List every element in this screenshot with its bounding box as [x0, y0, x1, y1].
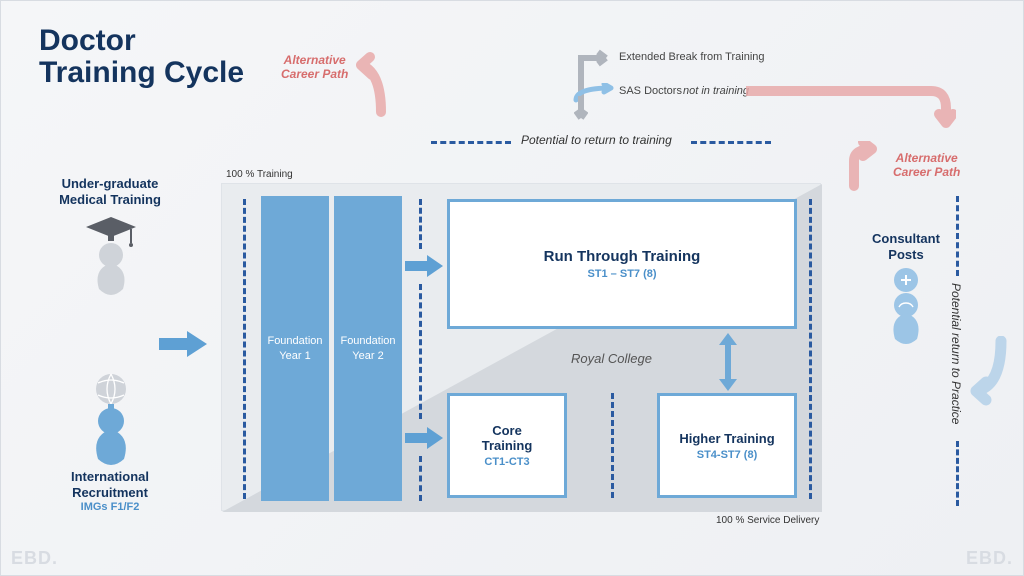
dashed-v-right-bottom: [956, 441, 959, 506]
higher-training-box: Higher Training ST4-ST7 (8): [657, 393, 797, 498]
higher-title: Higher Training: [679, 431, 774, 446]
intl-label-1: International: [45, 469, 175, 484]
run-through-title: Run Through Training: [544, 248, 701, 265]
arrow-entry-icon: [159, 331, 209, 357]
run-through-box: Run Through Training ST1 – ST7 (8): [447, 199, 797, 329]
return-practice-label: Potential return to Practice: [949, 283, 963, 424]
legend-extended-break: Extended Break from Training: [619, 51, 765, 63]
page-title-line2: Training Cycle: [39, 57, 244, 89]
foundation-year-1: Foundation Year 1: [261, 196, 329, 501]
royal-college-label: Royal College: [571, 351, 652, 366]
arrow-training-exit-top-icon: [371, 111, 391, 181]
dashed-v-2c: [419, 456, 422, 501]
consultant-person-icon: [881, 267, 931, 347]
consultant-label-2: Posts: [861, 247, 951, 262]
legend-sas: SAS Doctors: [619, 85, 682, 97]
alt-career-path-top: Alternative Career Path: [281, 53, 348, 82]
grad-cap-person-icon: [81, 211, 141, 296]
arrow-return-practice-icon: [966, 336, 1011, 406]
dashed-return-left: [431, 141, 511, 144]
globe-person-icon: [81, 371, 141, 466]
foundation-year-2: Foundation Year 2: [334, 196, 402, 501]
core-title: Core Training: [482, 423, 533, 453]
dashed-v-right-top: [956, 196, 959, 276]
legend-sas-note: not in training: [683, 85, 749, 97]
run-through-sub: ST1 – ST7 (8): [587, 268, 656, 280]
watermark-right: EBD.: [966, 548, 1013, 569]
arrow-to-core-icon: [405, 427, 445, 449]
undergrad-label-2: Medical Training: [45, 192, 175, 207]
dashed-v-4: [809, 199, 812, 499]
training-top-label: 100 % Training: [226, 169, 293, 180]
dashed-v-2a: [419, 199, 422, 249]
intl-sub-label: IMGs F1/F2: [45, 501, 175, 513]
arrow-alt-career-top-icon: [356, 47, 406, 117]
higher-sub: ST4-ST7 (8): [697, 449, 758, 461]
alt-career-path-right: Alternative Career Path: [893, 151, 960, 180]
undergrad-label-1: Under-graduate: [45, 176, 175, 191]
arrow-to-runthrough-icon: [405, 255, 445, 277]
dashed-v-2b: [419, 284, 422, 419]
consultant-label-1: Consultant: [861, 231, 951, 246]
intl-label-2: Recruitment: [45, 485, 175, 500]
arrow-exit-training-icon: [821, 331, 861, 353]
arrow-sas-to-alt-icon: [746, 83, 956, 133]
training-bottom-label: 100 % Service Delivery: [716, 515, 819, 526]
arrow-alt-career-right-icon: [844, 141, 894, 191]
return-training-label: Potential to return to training: [521, 133, 672, 147]
core-sub: CT1-CT3: [484, 456, 529, 468]
dashed-v-3: [611, 393, 614, 498]
watermark-left: EBD.: [11, 548, 58, 569]
dashed-v-1: [243, 199, 246, 499]
page-title-line1: Doctor: [39, 25, 136, 57]
arrow-double-vertical-icon: [719, 333, 737, 391]
arrow-grey-down-icon: [574, 96, 588, 126]
dashed-return-right: [691, 141, 771, 144]
core-training-box: Core Training CT1-CT3: [447, 393, 567, 498]
